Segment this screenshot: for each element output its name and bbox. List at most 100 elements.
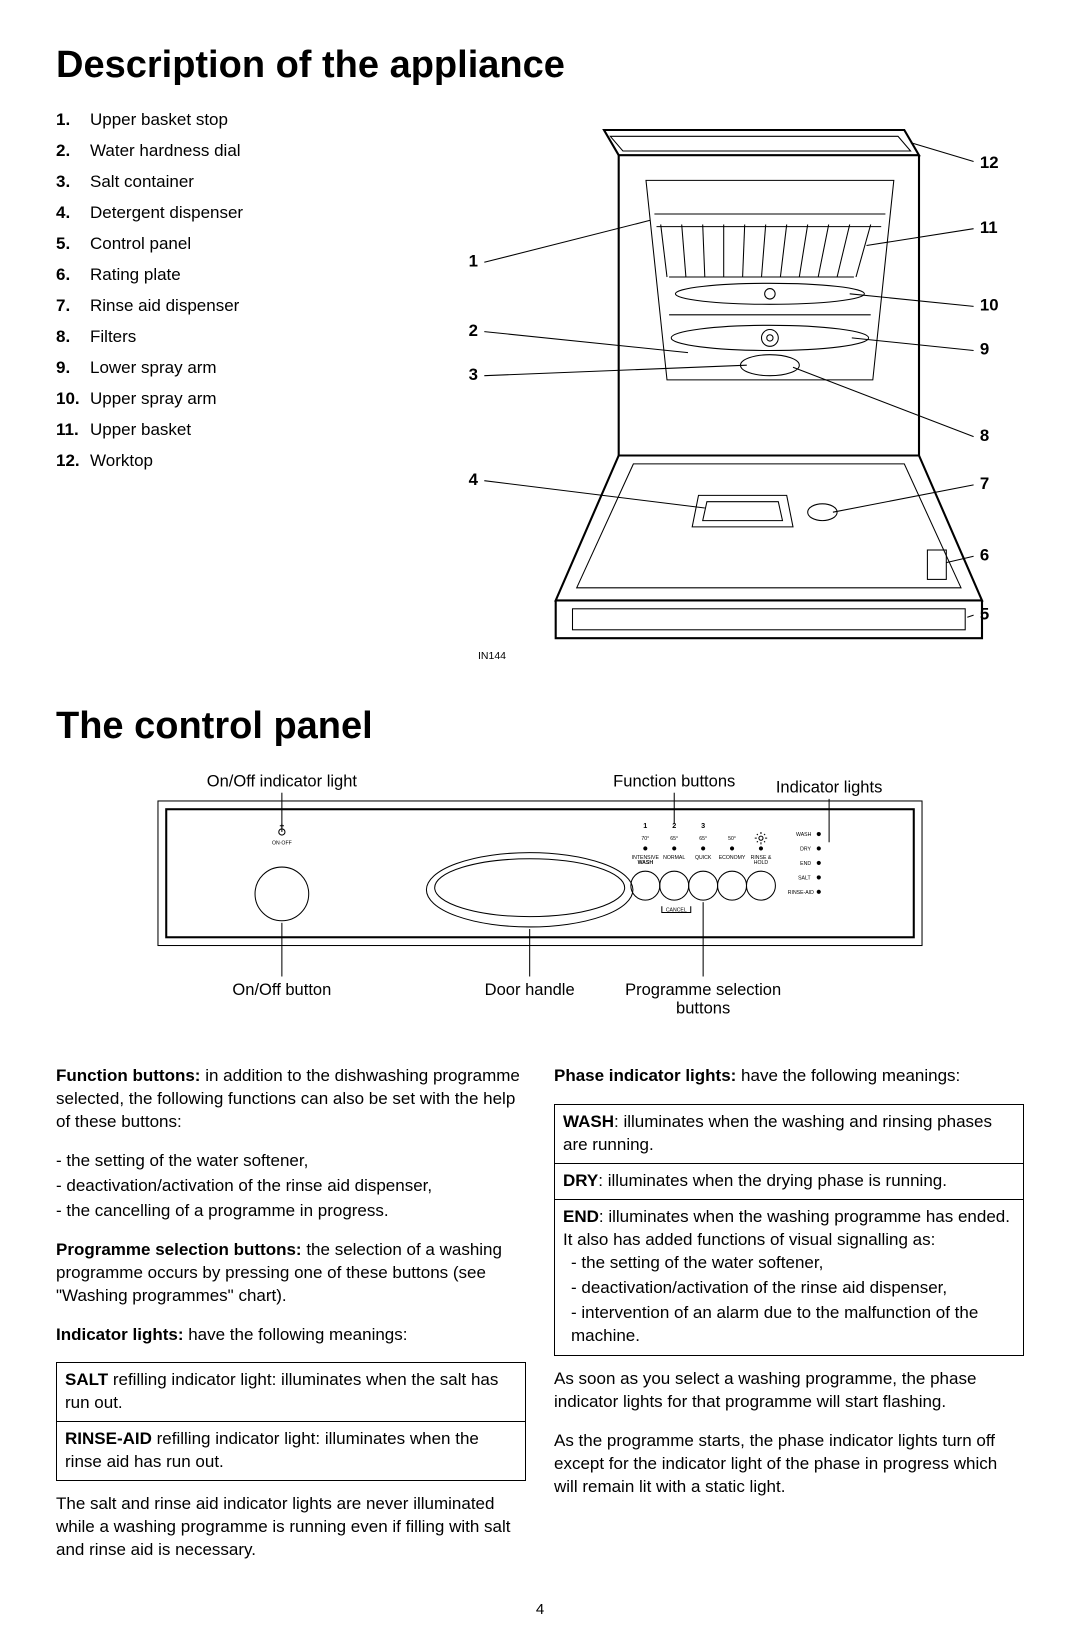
svg-text:ECONOMY: ECONOMY [719, 855, 746, 861]
phase-row-end: END: illuminates when the washing progra… [555, 1200, 1023, 1356]
parts-list-item: 3.Salt container [56, 171, 416, 194]
fb-list: the setting of the water softener, deact… [56, 1150, 526, 1223]
callout-label: On/Off indicator light [207, 772, 358, 791]
function-buttons-paragraph: Function buttons: in addition to the dis… [56, 1065, 526, 1134]
part-label: Rinse aid dispenser [90, 295, 239, 318]
svg-text:QUICK: QUICK [695, 855, 712, 861]
part-label: Upper basket stop [90, 109, 228, 132]
fn-number: 1 [643, 821, 647, 830]
temp-label: 65° [699, 836, 707, 842]
parts-list-item: 12.Worktop [56, 450, 416, 473]
appliance-description-row: 1.Upper basket stop 2.Water hardness dia… [56, 109, 1024, 672]
phase-row-text: : illuminates when the washing programme… [599, 1207, 1010, 1226]
callout-label: Door handle [485, 980, 575, 999]
parts-list-item: 10.Upper spray arm [56, 388, 416, 411]
part-label: Water hardness dial [90, 140, 241, 163]
right-column: Phase indicator lights: have the followi… [554, 1065, 1024, 1578]
part-number: 6. [56, 264, 90, 287]
cancel-label: CANCEL [666, 907, 687, 913]
part-number: 2. [56, 140, 90, 163]
callout-label: Function buttons [613, 772, 735, 791]
part-number: 8. [56, 326, 90, 349]
indicator-lights-table: SALT refilling indicator light: illumina… [56, 1362, 526, 1481]
callout-label: Indicator lights [776, 778, 883, 797]
part-label: Rating plate [90, 264, 181, 287]
svg-text:HOLD: HOLD [754, 860, 769, 866]
pil-head: Phase indicator lights: [554, 1066, 736, 1085]
fn-number: 2 [672, 821, 676, 830]
phase-row-dry: DRY: illuminates when the drying phase i… [555, 1164, 1023, 1200]
fn-number: 3 [701, 821, 705, 830]
part-number: 4. [56, 202, 90, 225]
svg-text:WASH: WASH [638, 860, 654, 866]
fb-list-item: the setting of the water softener, [56, 1150, 526, 1173]
diagram-number: 3 [469, 365, 478, 384]
psb-head: Programme selection buttons: [56, 1240, 302, 1259]
parts-list: 1.Upper basket stop 2.Water hardness dia… [56, 109, 416, 472]
phase-row-head: DRY [563, 1171, 598, 1190]
phase-indicator-intro: Phase indicator lights: have the followi… [554, 1065, 1024, 1088]
temp-label: 50° [728, 836, 736, 842]
il-row-head: SALT [65, 1370, 108, 1389]
section-title-control-panel: The control panel [56, 701, 1024, 752]
diagram-number: 5 [980, 605, 989, 624]
callout-label: On/Off button [232, 980, 331, 999]
phase-end-item: the setting of the water softener, [571, 1252, 1015, 1275]
light-label: SALT [798, 875, 811, 881]
temp-label: 70° [641, 836, 649, 842]
control-panel-diagram: On/Off indicator light Function buttons … [96, 770, 984, 1028]
phase-row-text: : illuminates when the drying phase is r… [598, 1171, 947, 1190]
part-label: Filters [90, 326, 136, 349]
part-number: 7. [56, 295, 90, 318]
pil-text: have the following meanings: [736, 1066, 960, 1085]
phase-row-head: WASH [563, 1112, 614, 1131]
part-label: Control panel [90, 233, 191, 256]
diagram-number: 12 [980, 153, 999, 172]
control-panel-figure: On/Off indicator light Function buttons … [96, 770, 984, 1035]
light-label: END [800, 861, 811, 867]
parts-list-item: 8.Filters [56, 326, 416, 349]
il-row-text: refilling indicator light: illuminates w… [65, 1370, 498, 1412]
part-number: 10. [56, 388, 90, 411]
callout-label: Programme selection [625, 980, 781, 999]
phase-end-list: the setting of the water softener, deact… [571, 1252, 1015, 1348]
light-label: RINSE-AID [788, 890, 814, 896]
diagram-number: 4 [469, 470, 479, 489]
figure-code: IN144 [478, 650, 506, 662]
part-label: Detergent dispenser [90, 202, 243, 225]
part-number: 11. [56, 419, 90, 442]
parts-list-item: 1.Upper basket stop [56, 109, 416, 132]
fb-list-item: the cancelling of a programme in progres… [56, 1200, 526, 1223]
light-label: DRY [800, 847, 811, 853]
phase-end-item: intervention of an alarm due to the malf… [571, 1302, 1015, 1348]
appliance-diagram-column: IN144 1 2 3 4 12 11 10 9 8 7 6 5 [436, 109, 1024, 672]
diagram-number: 10 [980, 296, 999, 315]
part-number: 3. [56, 171, 90, 194]
part-label: Upper spray arm [90, 388, 217, 411]
callout-label: buttons [676, 999, 730, 1018]
phase-indicator-table: WASH: illuminates when the washing and r… [554, 1104, 1024, 1356]
il-text: have the following meanings: [184, 1325, 408, 1344]
section-title-description: Description of the appliance [56, 40, 1024, 91]
phase-end-item: deactivation/activation of the rinse aid… [571, 1277, 1015, 1300]
light-label: WASH [796, 832, 812, 838]
phase-tail-1: As soon as you select a washing programm… [554, 1368, 1024, 1414]
svg-text:NORMAL: NORMAL [663, 855, 685, 861]
indicator-lights-row: SALT refilling indicator light: illumina… [57, 1363, 525, 1422]
parts-list-item: 11.Upper basket [56, 419, 416, 442]
phase-row-head: END [563, 1207, 599, 1226]
parts-list-item: 4.Detergent dispenser [56, 202, 416, 225]
panel-on-off-text: ON·OFF [272, 840, 292, 846]
parts-list-item: 2.Water hardness dial [56, 140, 416, 163]
temp-label: 65° [670, 836, 678, 842]
indicator-lights-footer: The salt and rinse aid indicator lights … [56, 1493, 526, 1562]
diagram-number: 11 [980, 218, 998, 237]
phase-row-text: : illuminates when the washing and rinsi… [563, 1112, 992, 1154]
fb-head: Function buttons: [56, 1066, 200, 1085]
parts-list-item: 9.Lower spray arm [56, 357, 416, 380]
indicator-lights-row: RINSE-AID refilling indicator light: ill… [57, 1422, 525, 1480]
parts-list-item: 5.Control panel [56, 233, 416, 256]
programme-selection-paragraph: Programme selection buttons: the selecti… [56, 1239, 526, 1308]
part-number: 9. [56, 357, 90, 380]
part-number: 5. [56, 233, 90, 256]
